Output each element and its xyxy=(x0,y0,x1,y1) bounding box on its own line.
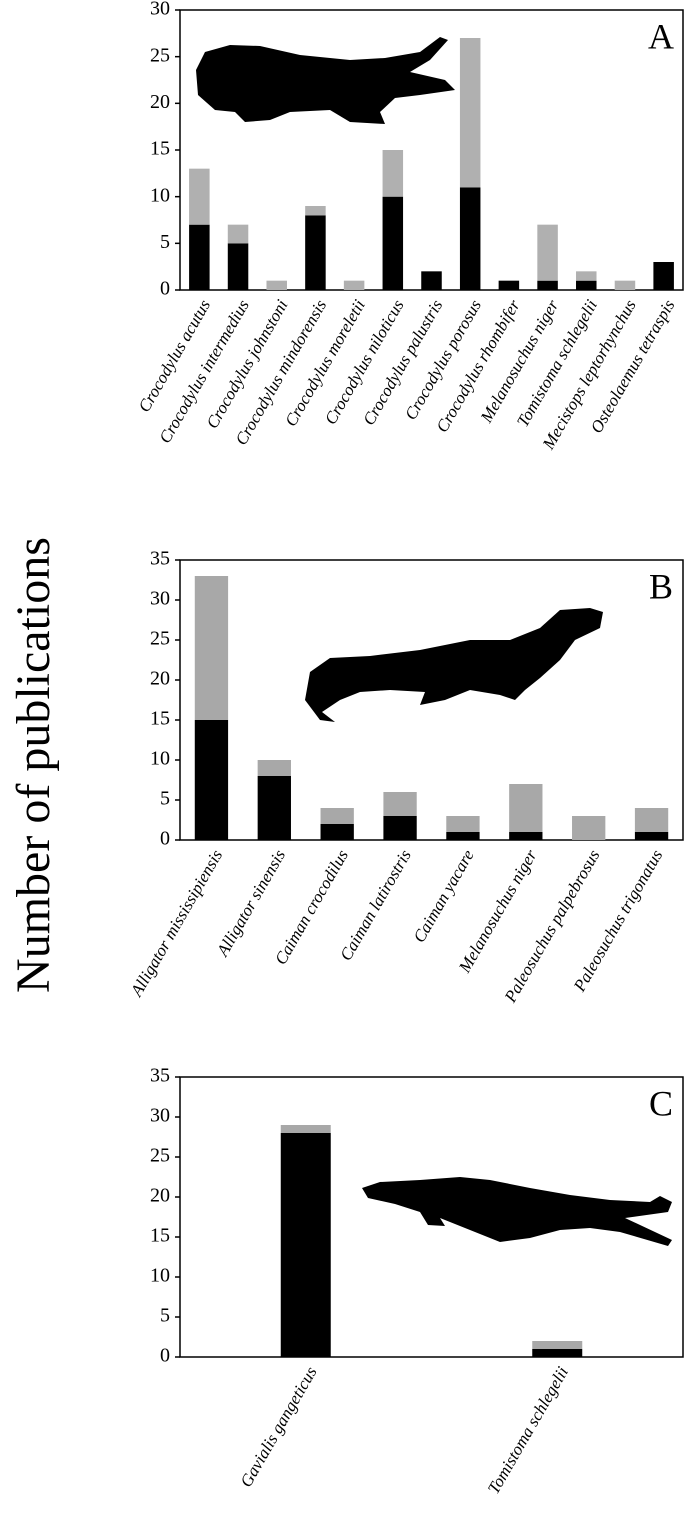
bar-segment xyxy=(421,271,442,290)
plot-frame xyxy=(179,559,684,841)
bar-segment xyxy=(634,808,669,832)
silhouette-caiman xyxy=(305,608,603,722)
bar-segment xyxy=(653,262,674,290)
bar-segment xyxy=(537,224,558,281)
panel-label: A xyxy=(648,16,674,56)
bar-segment xyxy=(576,280,597,290)
silhouette-crocodile xyxy=(196,37,455,124)
bar-segment xyxy=(266,280,287,290)
bar-segment xyxy=(280,1133,331,1357)
bar-segment xyxy=(189,224,210,290)
plot-frame xyxy=(179,1076,684,1358)
y-tick-label: 30 xyxy=(150,588,170,610)
bar-segment xyxy=(227,243,249,290)
bar-segment xyxy=(194,720,229,840)
y-tick-label: 35 xyxy=(150,548,170,570)
bar-segment xyxy=(459,187,481,290)
bar-segment xyxy=(227,224,249,244)
y-tick-label: 20 xyxy=(150,668,170,690)
bar-segment xyxy=(257,776,291,840)
y-axis-label: Number of publications xyxy=(7,537,60,993)
y-tick-label: 0 xyxy=(160,1345,170,1367)
y-tick-label: 35 xyxy=(150,1065,170,1087)
y-tick-label: 0 xyxy=(160,828,170,850)
bar-segment xyxy=(446,816,480,832)
bar-segment xyxy=(383,792,417,816)
bar-segment xyxy=(532,1341,583,1349)
x-tick-label: Caiman latirostris xyxy=(336,846,415,964)
bar-segment xyxy=(280,1125,331,1133)
y-tick-label: 5 xyxy=(160,231,170,253)
bar-segment xyxy=(498,280,520,290)
bar-segment xyxy=(576,271,597,281)
x-tick-label: Gavialis gangeticus xyxy=(236,1363,320,1490)
bar-segment xyxy=(509,832,543,840)
y-tick-label: 30 xyxy=(150,0,170,20)
y-tick-label: 15 xyxy=(150,138,170,160)
y-tick-label: 25 xyxy=(150,1145,170,1167)
y-tick-label: 5 xyxy=(160,1305,170,1327)
bar-segment xyxy=(634,832,669,840)
y-tick-label: 10 xyxy=(150,184,170,206)
bar-segment xyxy=(459,38,481,188)
bar-segment xyxy=(320,808,354,824)
bar-segment xyxy=(257,760,291,776)
bar-segment xyxy=(383,816,417,840)
bar-segment xyxy=(532,1349,583,1357)
y-tick-label: 10 xyxy=(150,1265,170,1287)
y-tick-label: 15 xyxy=(150,708,170,730)
y-tick-label: 20 xyxy=(150,1185,170,1207)
y-tick-label: 15 xyxy=(150,1225,170,1247)
y-tick-label: 20 xyxy=(150,91,170,113)
x-tick-label: Alligator mississipiensis xyxy=(126,846,226,1000)
panel-label: C xyxy=(649,1083,673,1123)
bar-segment xyxy=(446,832,480,840)
bar-segment xyxy=(382,196,404,290)
y-tick-label: 25 xyxy=(150,628,170,650)
silhouette-gharial xyxy=(362,1177,672,1246)
bar-segment xyxy=(343,280,365,290)
panel-label: B xyxy=(649,566,673,606)
bar-segment xyxy=(614,280,636,290)
bar-segment xyxy=(572,816,606,840)
x-tick-label: Alligator sinensis xyxy=(212,846,289,960)
y-tick-label: 25 xyxy=(150,44,170,66)
bar-segment xyxy=(382,150,404,197)
bar-segment xyxy=(320,824,354,840)
y-tick-label: 10 xyxy=(150,748,170,770)
bar-segment xyxy=(537,280,558,290)
bar-segment xyxy=(305,206,326,216)
bar-segment xyxy=(305,215,326,290)
y-tick-label: 30 xyxy=(150,1105,170,1127)
bar-segment xyxy=(194,576,229,720)
y-tick-label: 0 xyxy=(160,278,170,300)
x-tick-label: Caiman yacare xyxy=(409,846,478,946)
y-tick-label: 5 xyxy=(160,788,170,810)
bar-segment xyxy=(189,168,210,225)
bar-segment xyxy=(509,784,543,832)
x-tick-label: Tomistoma schlegelii xyxy=(484,1363,572,1497)
